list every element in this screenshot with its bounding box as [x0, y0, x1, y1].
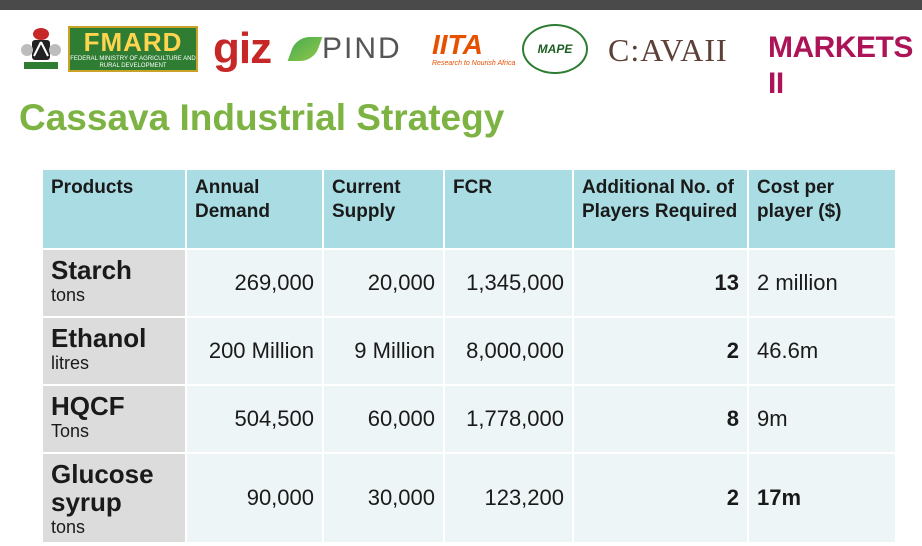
fmard-wordmark: FMARD FEDERAL MINISTRY OF AGRICULTURE AN…	[68, 26, 198, 72]
pind-logo: PIND	[287, 32, 402, 66]
header-products: Products	[41, 168, 187, 250]
current-supply-cell: 9 Million	[322, 316, 445, 386]
markets-ii-logo: MARKETS II	[768, 31, 913, 100]
product-name: HQCF	[51, 391, 125, 421]
pind-swoosh-icon	[287, 37, 323, 61]
partner-logos: FMARD FEDERAL MINISTRY OF AGRICULTURE AN…	[0, 14, 922, 100]
additional-players-cell: 13	[572, 248, 749, 318]
annual-demand-cell: 90,000	[185, 452, 324, 544]
product-cell: Ethanol litres	[41, 316, 187, 386]
cost-cell: 2 million	[747, 248, 897, 318]
page-title: Cassava Industrial Strategy	[19, 97, 505, 138]
top-bar	[0, 0, 922, 10]
cost-cell: 17m	[747, 452, 897, 544]
fcr-cell: 123,200	[443, 452, 574, 544]
table-row: Ethanol litres 200 Million 9 Million 8,0…	[41, 316, 897, 386]
product-cell: Starch tons	[41, 248, 187, 318]
giz-logo: giz	[213, 24, 272, 73]
current-supply-cell: 60,000	[322, 384, 445, 454]
header-current-supply: Current Supply	[322, 168, 445, 250]
cost-cell: 46.6m	[747, 316, 897, 386]
table-row: Glucose syrup tons 90,000 30,000 123,200…	[41, 452, 897, 544]
annual-demand-cell: 504,500	[185, 384, 324, 454]
iita-tagline: Research to Nourish Africa	[432, 60, 516, 67]
table-header-row: Products Annual Demand Current Supply FC…	[41, 168, 897, 250]
mape-logo: MAPE	[522, 24, 588, 74]
header-fcr: FCR	[443, 168, 574, 250]
pind-wordmark: PIND	[322, 32, 402, 65]
iita-logo: IITA Research to Nourish Africa	[432, 29, 516, 68]
product-name: Starch	[51, 255, 132, 285]
fmard-logo: FMARD FEDERAL MINISTRY OF AGRICULTURE AN…	[20, 24, 198, 74]
current-supply-cell: 30,000	[322, 452, 445, 544]
header-annual-demand: Annual Demand	[185, 168, 324, 250]
annual-demand-cell: 269,000	[185, 248, 324, 318]
product-name: Ethanol	[51, 323, 147, 353]
product-unit: tons	[51, 517, 86, 537]
product-name: Glucose syrup	[51, 459, 154, 517]
product-cell: HQCF Tons	[41, 384, 187, 454]
fcr-cell: 1,778,000	[443, 384, 574, 454]
additional-players-cell: 8	[572, 384, 749, 454]
cost-cell: 9m	[747, 384, 897, 454]
product-unit: tons	[51, 285, 86, 305]
iita-wordmark: IITA	[432, 29, 483, 60]
product-cell: Glucose syrup tons	[41, 452, 187, 544]
annual-demand-cell: 200 Million	[185, 316, 324, 386]
product-unit: litres	[51, 353, 90, 373]
current-supply-cell: 20,000	[322, 248, 445, 318]
cavaii-logo: C:AVAII	[608, 32, 728, 68]
strategy-table: Products Annual Demand Current Supply FC…	[41, 168, 897, 544]
fcr-cell: 1,345,000	[443, 248, 574, 318]
additional-players-cell: 2	[572, 452, 749, 544]
fcr-cell: 8,000,000	[443, 316, 574, 386]
coat-of-arms-icon	[20, 26, 62, 72]
table-row: Starch tons 269,000 20,000 1,345,000 13 …	[41, 248, 897, 318]
product-unit: Tons	[51, 421, 90, 441]
header-additional-players: Additional No. of Players Required	[572, 168, 749, 250]
table-row: HQCF Tons 504,500 60,000 1,778,000 8 9m	[41, 384, 897, 454]
header-cost-per-player: Cost per player ($)	[747, 168, 897, 250]
additional-players-cell: 2	[572, 316, 749, 386]
